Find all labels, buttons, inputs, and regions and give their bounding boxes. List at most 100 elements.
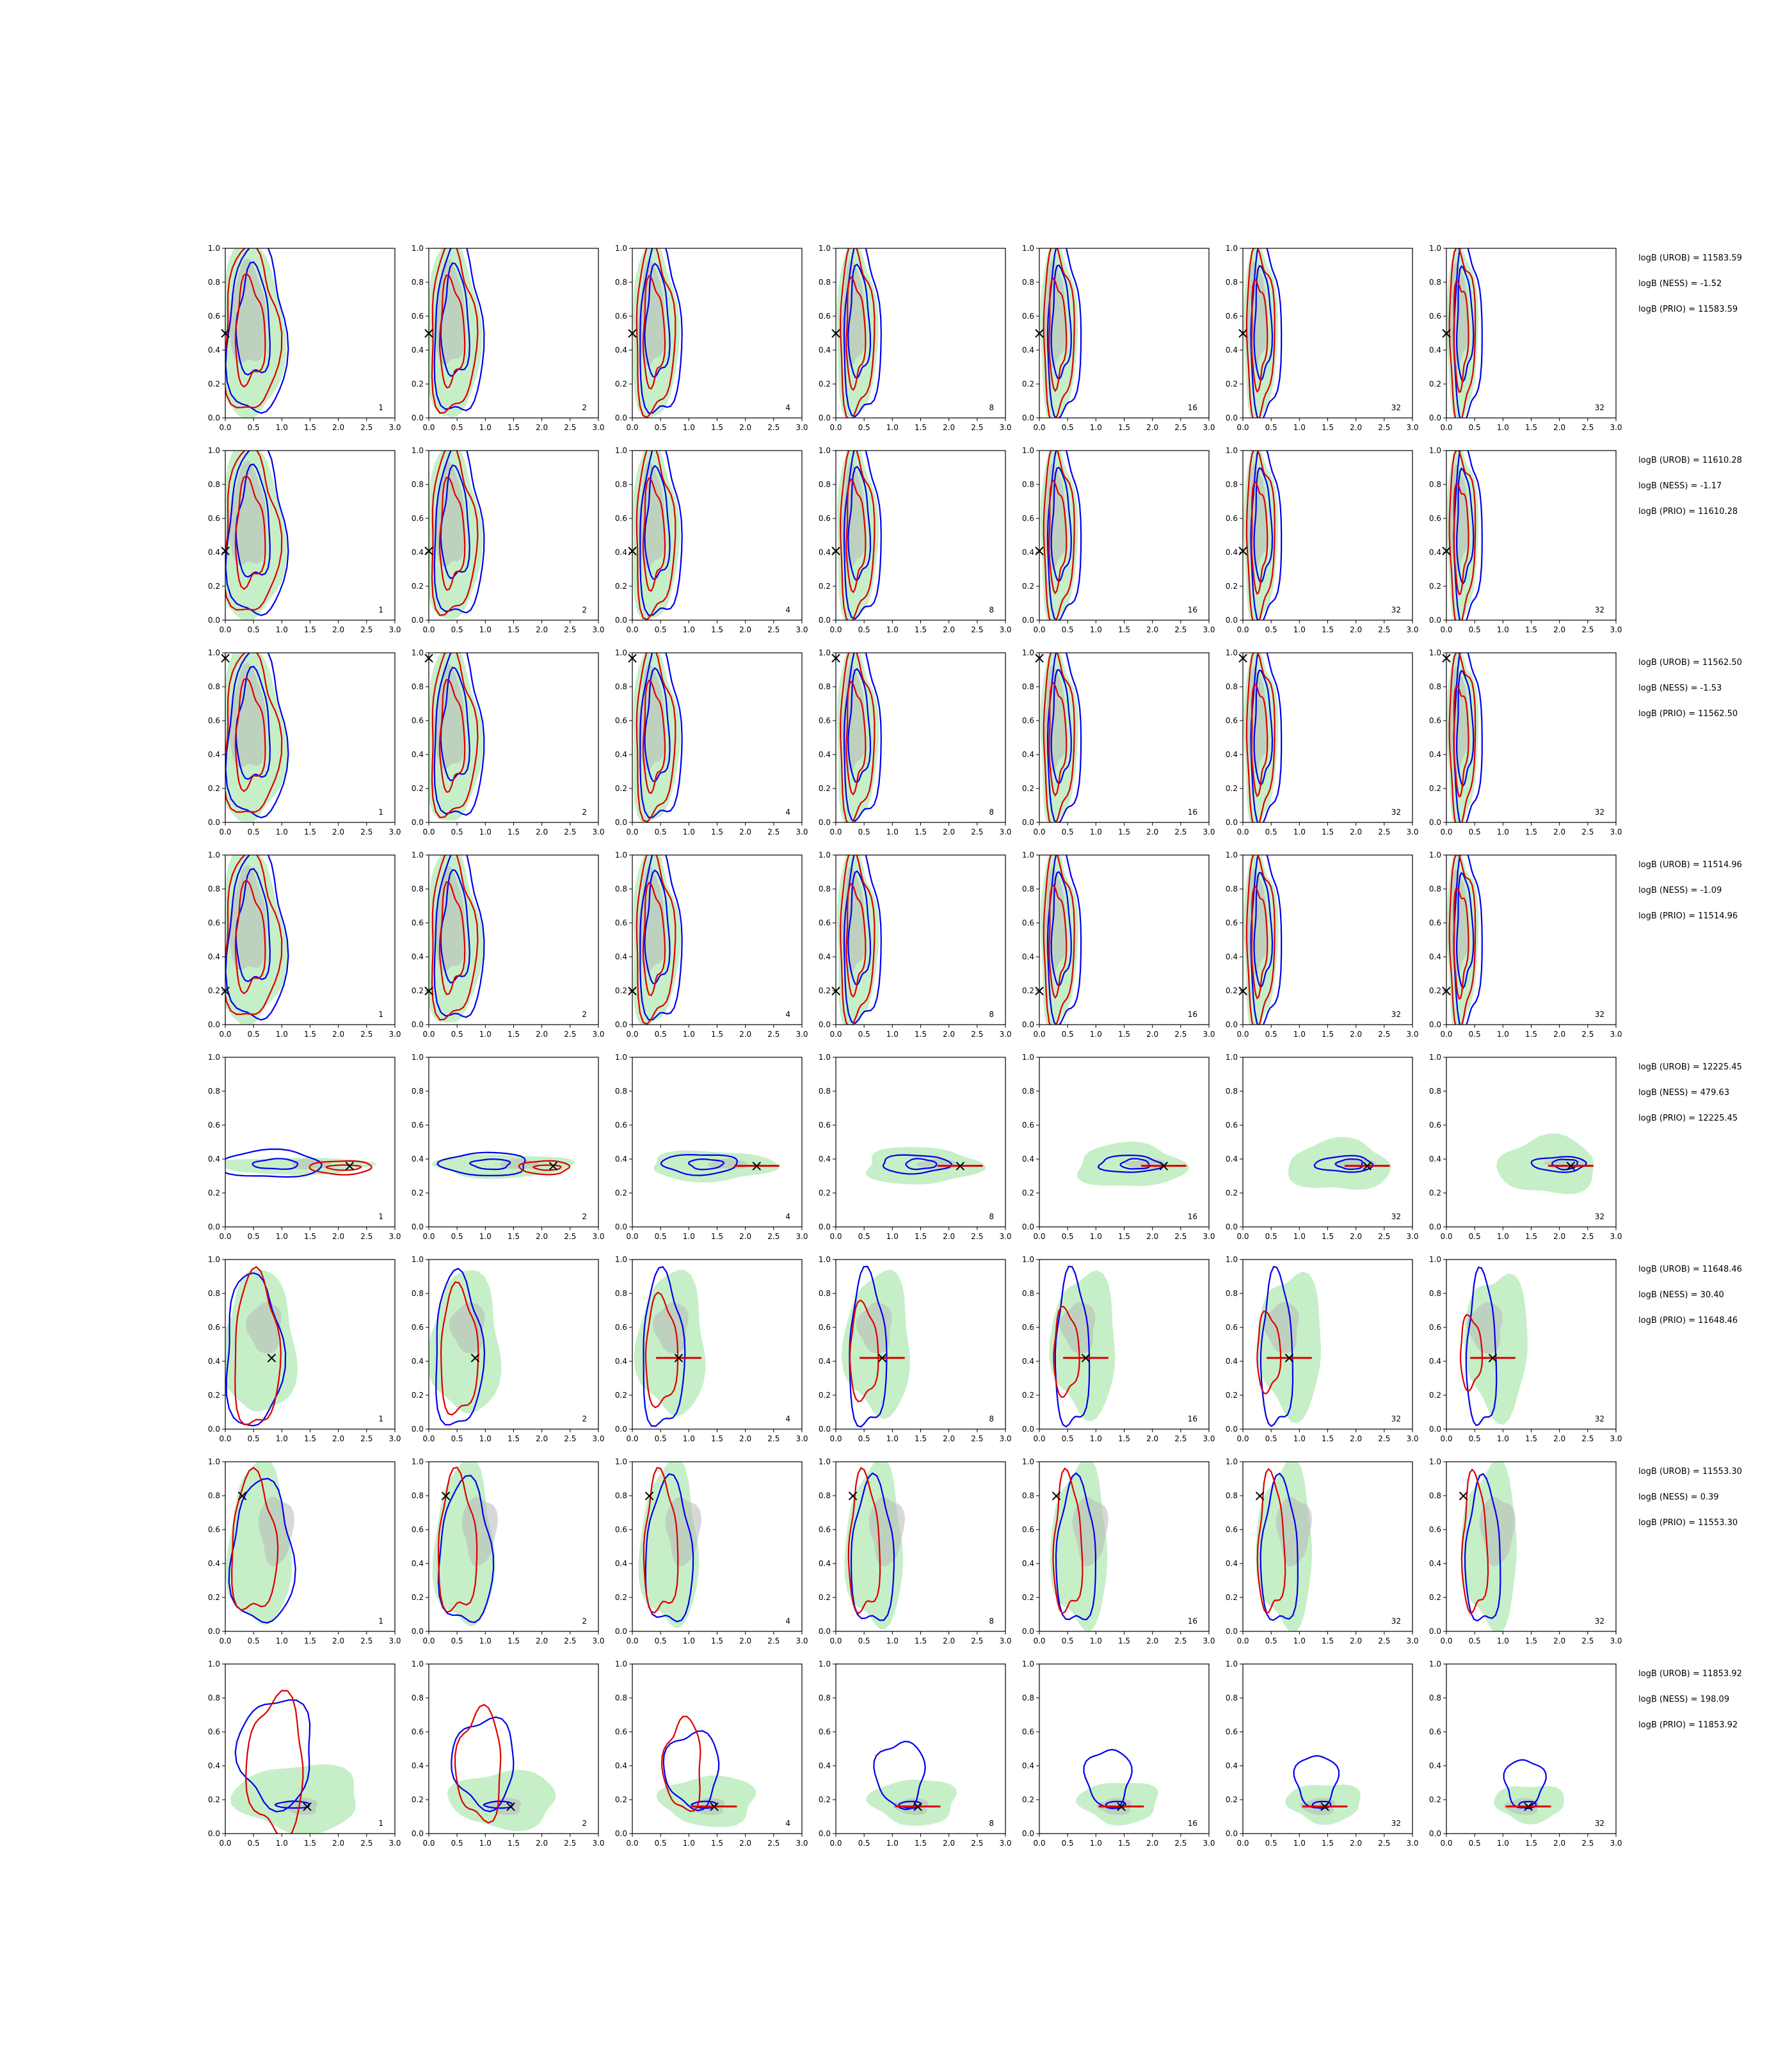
x-tick-label: 1.0 (276, 1636, 288, 1645)
x-tick-label: 0.5 (1265, 1232, 1277, 1241)
x-tick-label: 3.0 (999, 1839, 1011, 1848)
panel: ×0.0 0.5 1.0 1.5 2.0 2.5 3.00.00.20.40.60.81.0… (1022, 446, 1215, 634)
x-tick-label: 1.0 (276, 1030, 288, 1039)
x-tick-label: 1.0 (276, 625, 288, 634)
x-tick-label: 1.5 (915, 828, 927, 836)
x-tick-label: 1.5 (915, 1839, 927, 1848)
contour-red (438, 275, 466, 388)
contour-red (438, 679, 466, 793)
logB-value: logB (PRIO) = 11553.30 (1638, 1518, 1738, 1528)
y-tick-label: 0.2 (1226, 1188, 1238, 1197)
x-tick-label: 0.0 (422, 423, 435, 432)
y-tick-label: 0.0 (412, 1627, 424, 1636)
y-tick-label: 1.0 (615, 244, 627, 253)
y-tick-label: 0.2 (819, 380, 831, 388)
y-tick-label: 0.0 (1226, 413, 1238, 422)
y-tick-label: 1.0 (615, 1457, 627, 1466)
x-tick-label: 0.0 (422, 828, 435, 836)
panel-label: 4 (785, 1617, 790, 1626)
y-tick-label: 0.6 (615, 918, 627, 927)
contour-blue (1253, 265, 1274, 381)
x-tick-label: 2.0 (943, 828, 955, 836)
x-tick-label: 0.0 (626, 1030, 638, 1039)
contour-blue (1260, 1265, 1294, 1427)
y-tick-label: 0.4 (412, 548, 424, 557)
y-tick-label: 0.6 (819, 1525, 831, 1534)
y-tick-label: 0.4 (1022, 1559, 1034, 1568)
y-tick-label: 1.0 (1429, 1457, 1441, 1466)
contour-blue (225, 248, 289, 414)
y-tick-label: 0.8 (819, 1087, 831, 1096)
x-tick-label: 0.5 (1062, 828, 1074, 836)
logB-value: logB (NESS) = -1.53 (1638, 684, 1722, 693)
panel: ×0.0 0.5 1.0 1.5 2.0 2.5 3.00.00.20.40.60.81.0… (615, 1457, 808, 1645)
y-tick-label: 0.8 (615, 1087, 627, 1096)
contour-blue (1054, 1265, 1091, 1428)
panel-label: 4 (785, 605, 790, 614)
y-tick-label: 0.4 (819, 1357, 831, 1366)
contour-blue (225, 653, 289, 819)
x-tick-label: 2.0 (1146, 828, 1158, 836)
panel-label: 1 (378, 1414, 383, 1423)
y-tick-label: 0.0 (615, 1425, 627, 1434)
x-tick-label: 0.5 (1265, 1030, 1277, 1039)
contour-blue (1046, 855, 1082, 1025)
x-tick-label: 1.0 (683, 1839, 695, 1848)
contour-blue (1083, 1748, 1133, 1810)
x-tick-label: 2.0 (1146, 1232, 1158, 1241)
x-tick-label: 0.5 (1469, 423, 1481, 432)
contour-red (643, 1467, 679, 1614)
x-tick-label: 1.5 (1322, 1839, 1334, 1848)
y-tick-label: 0.8 (1022, 1491, 1034, 1500)
contour-blue (1250, 855, 1283, 1025)
x-tick-label: 0.0 (1236, 423, 1249, 432)
contour-blue (433, 248, 485, 412)
panel: ×0.0 0.5 1.0 1.5 2.0 2.5 3.00.00.20.40.60.81.0… (615, 1255, 808, 1443)
y-tick-label: 1.0 (1429, 1053, 1441, 1062)
y-tick-label: 0.6 (412, 514, 424, 523)
x-tick-label: 0.5 (858, 625, 870, 634)
y-tick-label: 0.8 (615, 480, 627, 489)
contour-red (1048, 277, 1068, 392)
y-tick-label: 0.8 (412, 1289, 424, 1298)
y-tick-label: 0.2 (615, 1593, 627, 1602)
x-tick-label: 2.0 (1146, 423, 1158, 432)
x-tick-label: 2.0 (739, 1636, 751, 1645)
truth-marker: × (876, 1349, 888, 1367)
contour-blue (905, 1158, 938, 1171)
x-tick-label: 1.5 (508, 1636, 520, 1645)
y-tick-label: 0.4 (819, 952, 831, 961)
contour-red (845, 276, 867, 392)
panel: ×0.0 0.5 1.0 1.5 2.0 2.5 3.00.00.20.40.60.81.0… (615, 244, 808, 432)
logB-value: logB (PRIO) = 11648.46 (1638, 1316, 1738, 1325)
posterior-fill-grey (245, 1302, 282, 1354)
y-tick-label: 0.6 (615, 1525, 627, 1534)
y-tick-label: 0.4 (1429, 346, 1441, 355)
x-tick-label: 0.5 (655, 1636, 667, 1645)
x-tick-label: 1.0 (276, 1232, 288, 1241)
y-tick-label: 0.4 (208, 1155, 220, 1164)
panel-label: 2 (582, 1010, 587, 1019)
x-tick-label: 0.0 (1440, 625, 1452, 634)
contour-red (1453, 886, 1469, 1000)
contour-blue (639, 653, 683, 819)
x-tick-label: 2.0 (1146, 1434, 1158, 1443)
x-tick-label: 2.5 (767, 1434, 780, 1443)
x-tick-label: 2.5 (564, 1030, 576, 1039)
x-tick-label: 0.5 (858, 1434, 870, 1443)
contour-blue (662, 1730, 720, 1812)
posterior-fill-grey (1334, 1159, 1376, 1170)
contour-blue (843, 451, 882, 620)
y-tick-label: 0.8 (412, 1087, 424, 1096)
x-tick-label: 2.0 (536, 625, 548, 634)
y-tick-label: 1.0 (1022, 1255, 1034, 1264)
y-tick-label: 0.6 (1429, 1525, 1441, 1534)
logB-value: logB (UROB) = 11648.46 (1638, 1265, 1742, 1274)
y-tick-label: 0.6 (1226, 312, 1238, 321)
x-tick-label: 1.0 (1090, 1636, 1102, 1645)
x-tick-label: 1.5 (915, 1434, 927, 1443)
x-tick-label: 2.0 (739, 1030, 751, 1039)
panel-label: 4 (785, 1819, 790, 1828)
logB-value: logB (NESS) = 479.63 (1638, 1088, 1730, 1098)
x-tick-label: 1.0 (1090, 1232, 1102, 1241)
